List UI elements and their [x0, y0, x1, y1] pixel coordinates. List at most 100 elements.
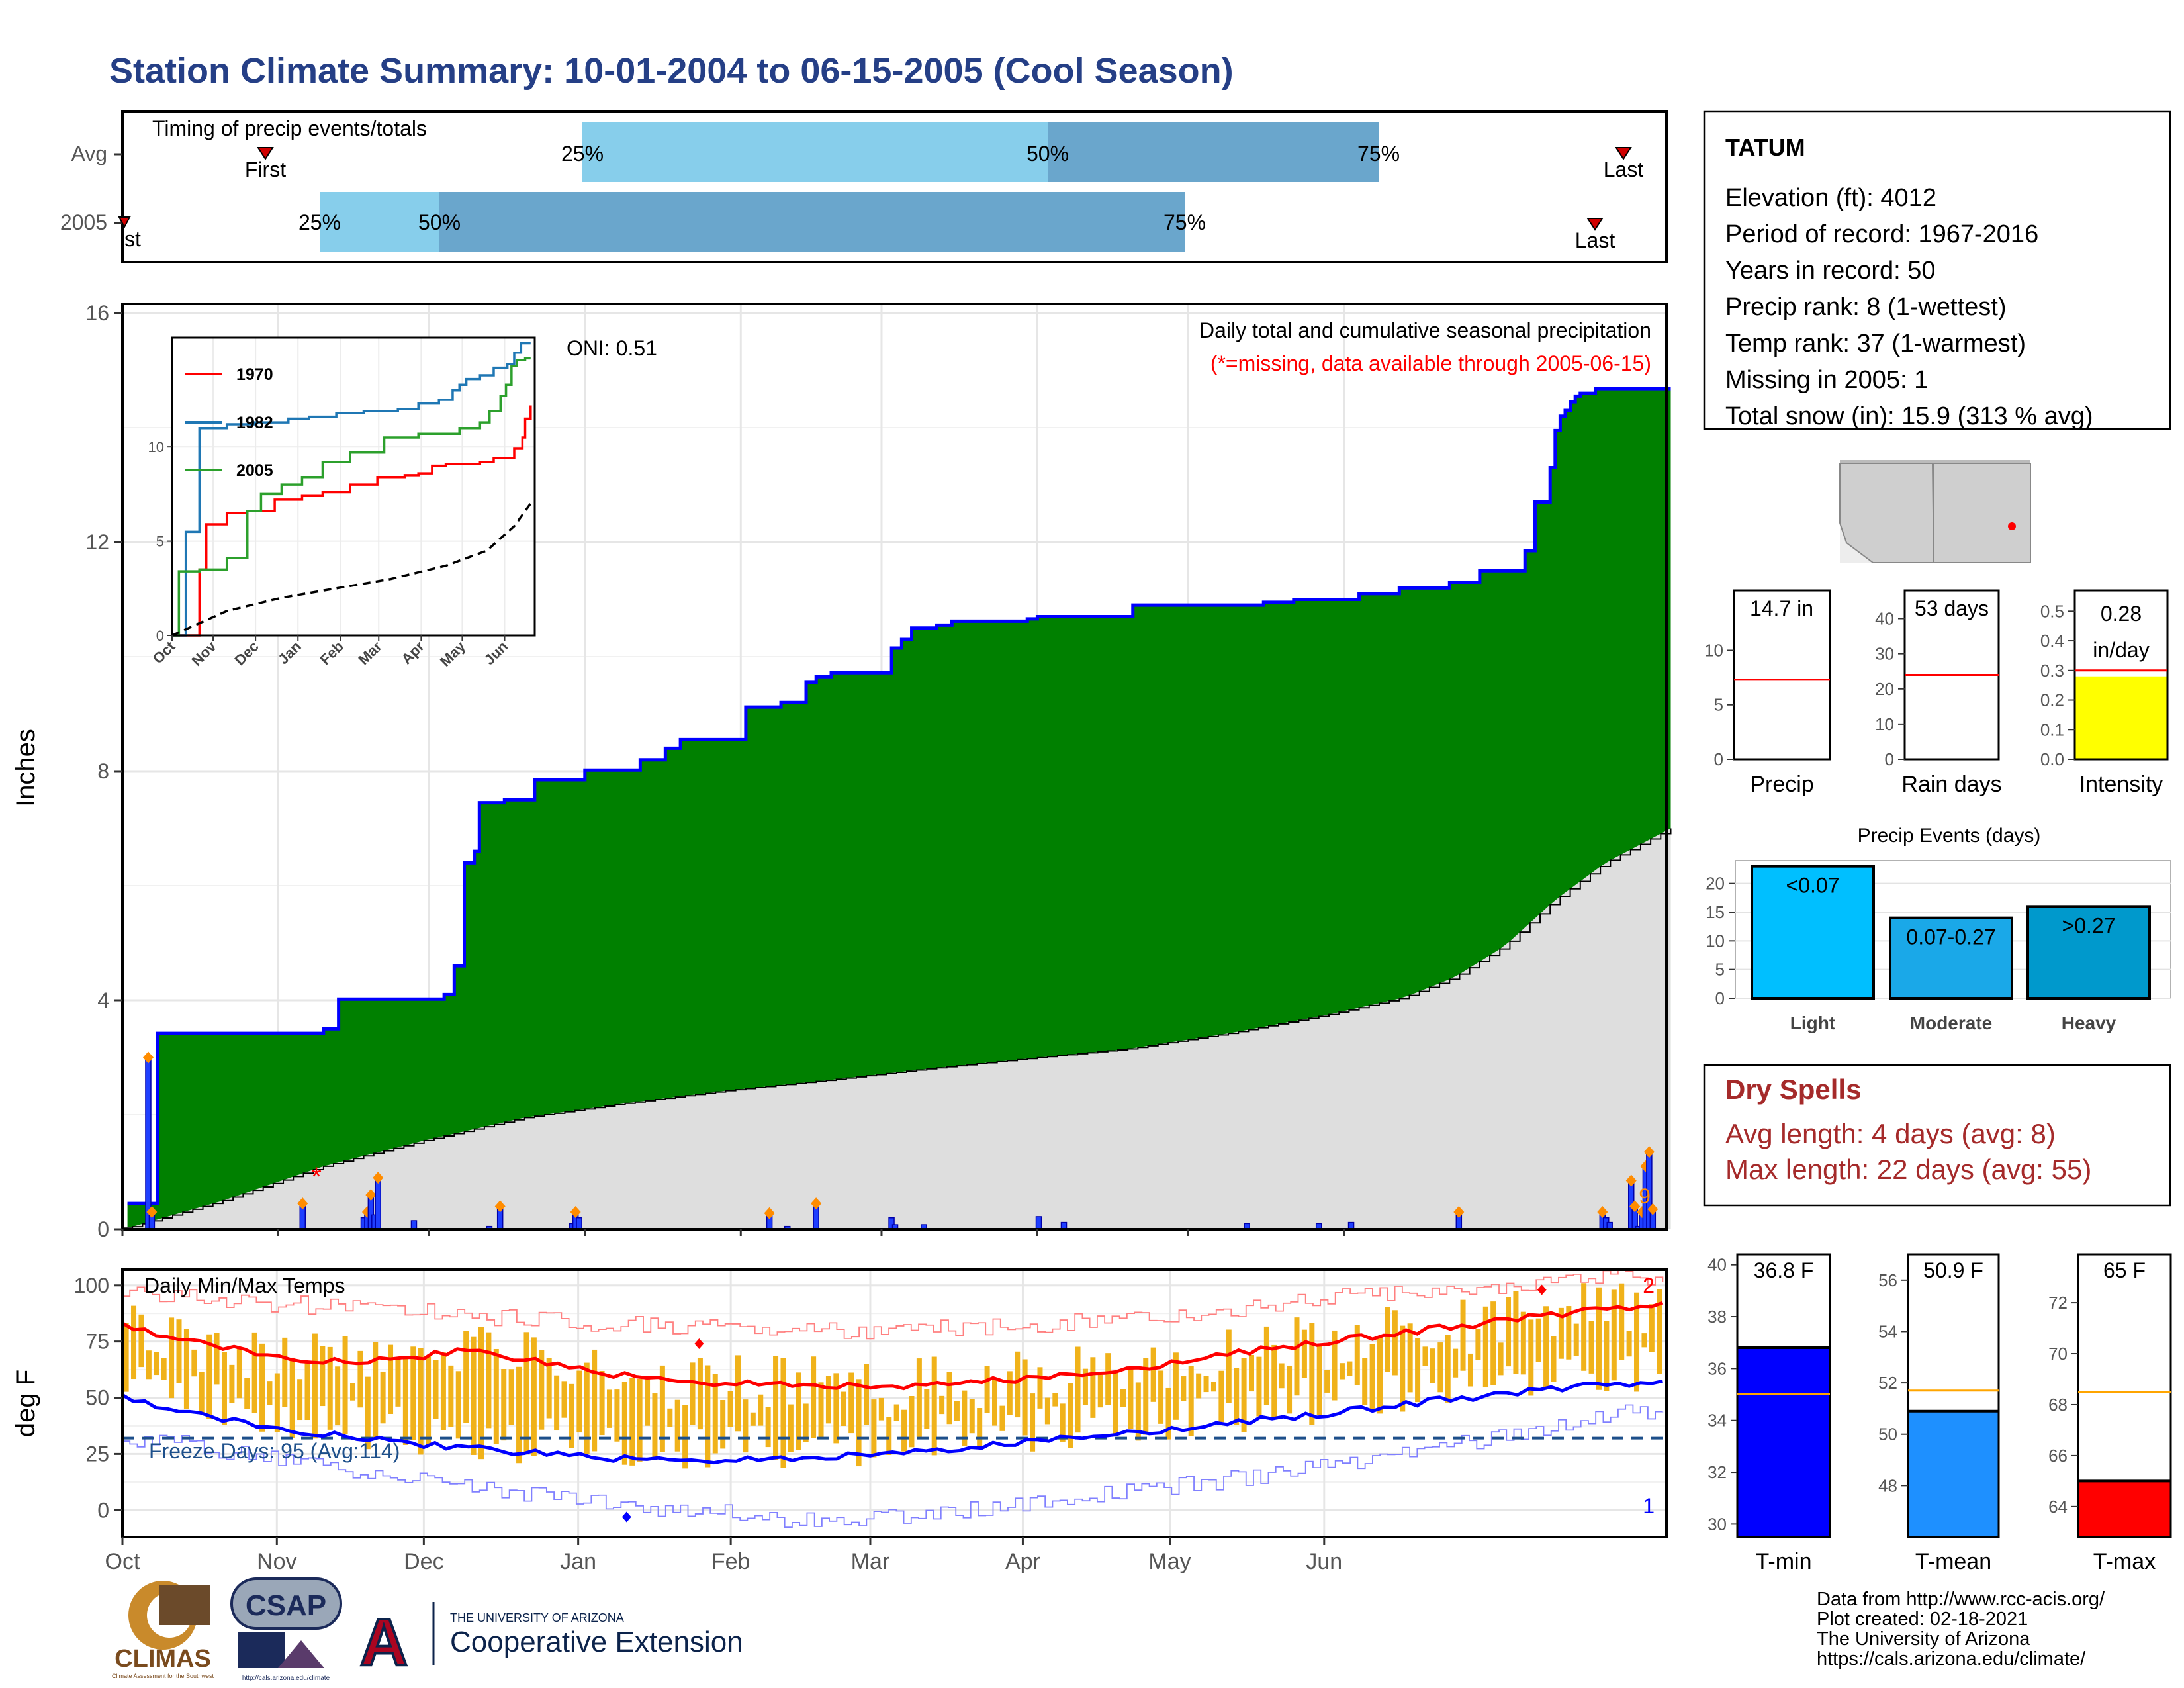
temp-summary-bar: [2078, 1481, 2171, 1537]
avg-first-marker: [257, 147, 274, 160]
daily-temp-bar: [1271, 1344, 1277, 1420]
daily-temp-bar: [1339, 1363, 1345, 1380]
daily-temp-bar: [758, 1394, 764, 1426]
daily-temp-bar: [176, 1319, 182, 1383]
daily-temp-bar: [1165, 1387, 1171, 1440]
footer-line: https://cals.arizona.edu/climate/: [1817, 1648, 2086, 1669]
daily-temp-bar: [274, 1373, 280, 1432]
precip-ylabel: Inches: [11, 729, 40, 807]
daily-temp-bar: [531, 1337, 537, 1456]
daily-temp-bar: [169, 1317, 175, 1399]
large-event-marker: [1625, 1174, 1637, 1187]
dry-spells-title: Dry Spells: [1725, 1074, 1861, 1105]
daily-temp-bar: [138, 1314, 144, 1368]
daily-temp-bar: [833, 1373, 839, 1444]
precip-summary-charts: 0 5 10 Precip 0 10 20 30 40 Rain days 0.0 0.1 0.2 0.3…: [1704, 589, 2169, 797]
daily-temp-bar: [1150, 1347, 1156, 1402]
daily-temp-bar: [569, 1383, 574, 1448]
temp-summary-ytick-label: 32: [1707, 1462, 1727, 1482]
average-precip-area: [122, 828, 1671, 1229]
daily-temp-bar: [1234, 1368, 1240, 1425]
daily-precip-bar: [375, 1177, 381, 1230]
daily-temp-bar: [486, 1332, 492, 1429]
daily-temp-bar: [999, 1405, 1005, 1431]
daily-precip-bar: [1035, 1216, 1042, 1230]
large-event-marker: [1629, 1200, 1641, 1213]
temp-summary-value-label: 36.8 F: [1754, 1258, 1814, 1282]
daily-temp-bar: [856, 1379, 862, 1467]
dry-spells-box: Dry Spells Avg length: 4 days (avg: 8) M…: [1703, 1064, 2171, 1207]
daily-temp-bar: [214, 1333, 220, 1385]
cumulative-precip-line: [127, 387, 1671, 1205]
daily-temp-bar: [674, 1399, 680, 1452]
large-event-marker: [570, 1206, 581, 1219]
daily-temp-bar: [161, 1358, 167, 1380]
daily-temp-bar: [599, 1370, 605, 1436]
temp-summary-ytick-label: 34: [1707, 1411, 1727, 1430]
daily-temp-bar: [206, 1334, 212, 1419]
map-north: [1840, 460, 2030, 463]
daily-temp-bar: [977, 1408, 983, 1449]
events-bar: [1889, 916, 2013, 1000]
daily-temp-bar: [1241, 1358, 1247, 1432]
daily-temp-bar: [592, 1349, 598, 1452]
daily-temp-bar: [645, 1376, 651, 1426]
large-event-marker: [811, 1197, 822, 1210]
daily-temp-bar: [1506, 1297, 1512, 1367]
temp-y-axis: 0 25 50 75 100: [74, 1274, 122, 1522]
month-label: Mar: [851, 1549, 890, 1574]
daily-temp-bar: [584, 1362, 590, 1454]
ua-small-text: THE UNIVERSITY OF ARIZONA: [450, 1611, 624, 1624]
inset-ytick-label: 10: [148, 439, 164, 455]
avg-25-50-bar: [582, 122, 1048, 182]
daily-temp-bar: [1377, 1336, 1383, 1414]
mini-ytick-label: 0.1: [2040, 720, 2064, 739]
daily-temp-bar: [629, 1378, 635, 1466]
daily-temp-bar: [493, 1348, 499, 1444]
daily-temp-bar: [773, 1356, 779, 1460]
events-ytick-label: 15: [1706, 902, 1725, 922]
daily-temp-bar: [621, 1382, 627, 1465]
daily-temp-bar: [1309, 1323, 1315, 1425]
daily-temp-bar: [871, 1399, 877, 1458]
daily-temp-bar: [1324, 1370, 1330, 1393]
precip-title: Daily total and cumulative seasonal prec…: [1199, 318, 1651, 342]
intensity-value-label: 0.28: [2101, 602, 2142, 626]
temp-count-bottom: 1: [1643, 1494, 1655, 1518]
mini-ytick-label: 0.3: [2040, 661, 2064, 680]
avg-first-label: First: [245, 158, 286, 181]
daily-temp-bar: [267, 1381, 273, 1405]
temp-summary-ytick-label: 64: [2048, 1497, 2068, 1517]
ua-block-a: A: [360, 1605, 408, 1679]
mini-ytick-label: 0: [1885, 749, 1894, 769]
climas-emblem-block: [159, 1585, 210, 1625]
daily-temp-bar: [901, 1409, 907, 1452]
daily-temp-bar: [1520, 1311, 1526, 1375]
daily-temp-bar: [1453, 1348, 1459, 1378]
footer-line: Data from http://www.rcc-acis.org/: [1817, 1589, 2105, 1610]
daily-temp-bar: [221, 1352, 227, 1425]
precip-panel: * 0 4 8 12 16 Inches Daily total and cumulat…: [11, 301, 1672, 1241]
precip-total-label: 14.7 in: [1750, 596, 1813, 620]
daily-temp-bar: [229, 1364, 235, 1403]
daily-temp-bar: [811, 1356, 817, 1438]
daily-temp-bar: [1316, 1345, 1322, 1415]
daily-temp-bar: [342, 1336, 348, 1434]
temp-title: Daily Min/Max Temps: [144, 1274, 345, 1297]
daily-temp-bar: [931, 1356, 937, 1456]
daily-temp-bar: [962, 1390, 968, 1446]
daily-temp-bar: [455, 1371, 461, 1439]
station-location-dot: [2008, 522, 2016, 530]
daily-temp-bar: [606, 1389, 612, 1428]
avg-50-75-bar: [1048, 122, 1379, 182]
daily-temp-bar: [1385, 1307, 1390, 1372]
daily-temp-bar: [402, 1356, 408, 1445]
temp-summary-ytick-label: 36: [1707, 1358, 1727, 1378]
month-label: Jun: [1306, 1549, 1342, 1574]
ua-logo: A THE UNIVERSITY OF ARIZONA Cooperative …: [359, 1602, 743, 1681]
daily-temp-bar: [312, 1333, 318, 1439]
daily-temp-bar: [780, 1358, 786, 1468]
temp-summary-ytick-label: 48: [1878, 1476, 1897, 1495]
csap-wordmark: CSAP: [246, 1589, 326, 1622]
daily-temp-bar: [1037, 1367, 1043, 1409]
